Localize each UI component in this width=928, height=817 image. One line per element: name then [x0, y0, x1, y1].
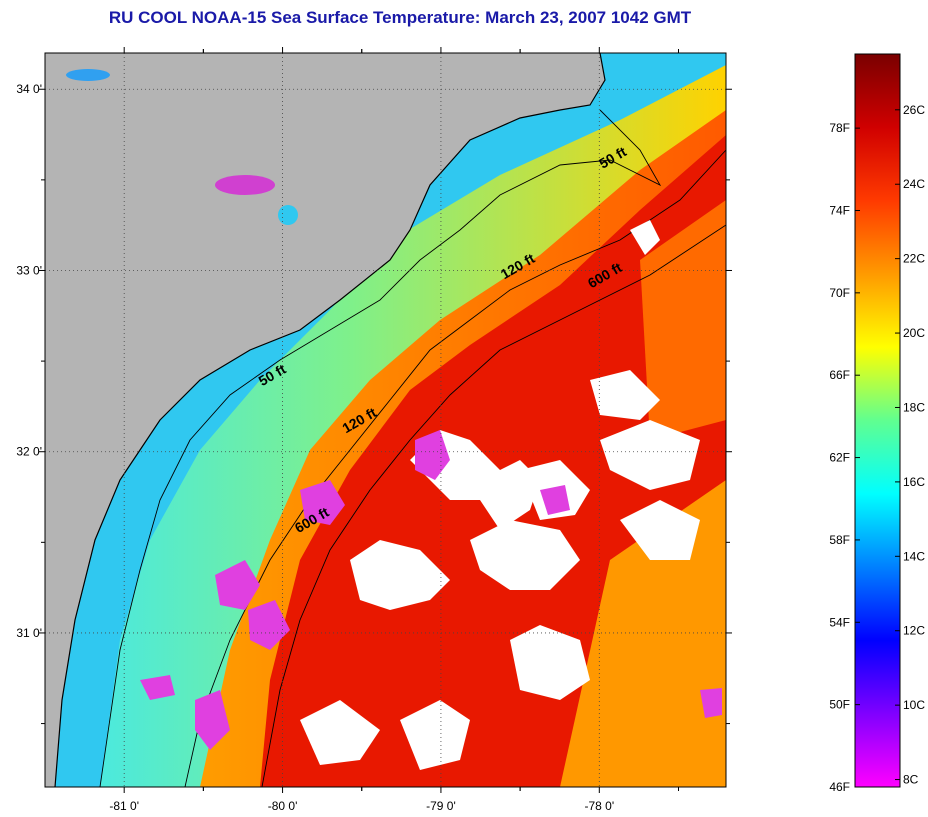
latitude-labels: 34 0' 33 0' 32 0' 31 0' [16, 82, 42, 640]
inland-lake [215, 175, 275, 195]
colorbar-f-label: 54F [829, 615, 850, 629]
cold-cloud-edge-group [140, 430, 722, 750]
contour-600ft [261, 224, 726, 787]
cold-patch [300, 480, 345, 525]
colorbar-c-label: 10C [903, 698, 925, 712]
cloud-patch [300, 700, 380, 765]
colorbar-f-label: 62F [829, 451, 850, 465]
cold-patch [248, 600, 290, 650]
axis-ticks [39, 47, 732, 793]
contour-50ft [99, 109, 662, 787]
colorbar-c-label: 18C [903, 400, 925, 414]
colorbar-frame [854, 53, 901, 788]
colorbar-f-label: 74F [829, 203, 850, 217]
colorbar-f-label: 78F [829, 121, 850, 135]
cold-patch [700, 688, 722, 718]
colorbar-f-label: 50F [829, 698, 850, 712]
longitude-label: -80 0' [268, 799, 298, 813]
colorbar-fahrenheit-labels: 78F 74F 70F 66F 62F 58F 54F 50F 46F [829, 121, 860, 794]
coastline [54, 53, 606, 787]
colorbar-f-label: 66F [829, 368, 850, 382]
cloud-patch [350, 540, 450, 610]
cloud-patch [470, 520, 580, 590]
inland-lake [66, 69, 110, 81]
colorbar-c-label: 12C [903, 624, 925, 638]
cold-patch [195, 690, 230, 750]
colorbar-c-label: 26C [903, 103, 925, 117]
latitude-label: 32 0' [16, 445, 42, 459]
colorbar-c-label: 24C [903, 177, 925, 191]
cold-patch [140, 675, 175, 700]
latitude-label: 31 0' [16, 626, 42, 640]
longitude-label: -81 0' [109, 799, 139, 813]
colorbar: 78F 74F 70F 66F 62F 58F 54F 50F 46F 26C 24C 22C 20C… [829, 53, 925, 794]
cold-patch [415, 430, 450, 480]
contour-120ft [184, 149, 726, 787]
colorbar-f-label: 46F [829, 780, 850, 794]
cloud-patch [630, 220, 660, 255]
cold-patch [215, 560, 260, 610]
cloud-patch [510, 625, 590, 700]
map-frame [44, 52, 727, 788]
cloud-mask-group [300, 220, 700, 770]
colorbar-gradient [855, 54, 900, 787]
colorbar-f-label: 70F [829, 286, 850, 300]
colorbar-c-label: 16C [903, 475, 925, 489]
inland-lake [278, 205, 298, 225]
colorbar-celsius-labels: 26C 24C 22C 20C 18C 16C 14C 12C 10C 8C [895, 103, 925, 787]
cloud-patch [600, 420, 700, 490]
map-title: RU COOL NOAA-15 Sea Surface Temperature:… [108, 8, 692, 27]
cloud-patch [400, 700, 470, 770]
sst-map [45, 53, 726, 787]
cloud-patch [620, 500, 700, 560]
colorbar-c-label: 22C [903, 252, 925, 266]
colorbar-f-label: 58F [829, 533, 850, 547]
longitude-label: -78 0' [584, 799, 614, 813]
graticule [45, 53, 726, 787]
colorbar-c-label: 14C [903, 549, 925, 563]
land-area [45, 53, 605, 787]
latitude-label: 34 0' [16, 82, 42, 96]
northeast-orange-patch [640, 200, 726, 440]
cloud-patch [590, 370, 660, 420]
colorbar-c-label: 20C [903, 326, 925, 340]
colorbar-c-label: 8C [903, 773, 919, 787]
longitude-labels: -81 0' -80 0' -79 0' -78 0' [109, 799, 614, 813]
longitude-label: -79 0' [426, 799, 456, 813]
cold-patch [540, 485, 570, 515]
latitude-label: 33 0' [16, 263, 42, 277]
